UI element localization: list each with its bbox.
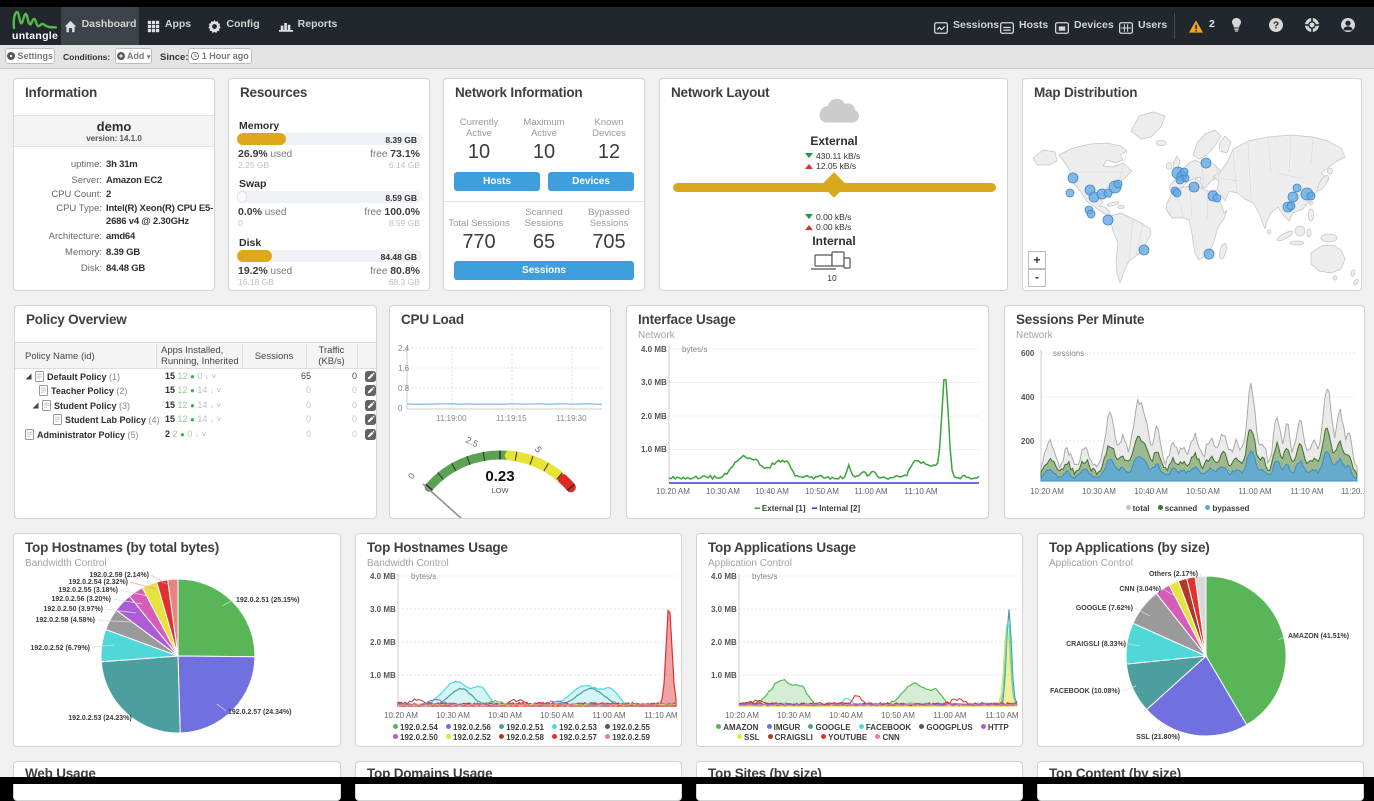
svg-text:192.0.2.56 (3.20%): 192.0.2.56 (3.20%) (51, 596, 111, 603)
svg-text:10:50 AM: 10:50 AM (1186, 487, 1220, 496)
svg-text:10:40 AM: 10:40 AM (829, 711, 863, 720)
svg-text:11:19:00: 11:19:00 (436, 414, 467, 423)
svg-text:10:50 AM: 10:50 AM (540, 711, 574, 720)
svg-text:3.0 MB: 3.0 MB (370, 605, 396, 614)
svg-text:200: 200 (1021, 437, 1035, 446)
svg-text:GOOGLE (7.62%): GOOGLE (7.62%) (1076, 605, 1133, 612)
svg-text:FACEBOOK (10.08%): FACEBOOK (10.08%) (1050, 688, 1120, 695)
svg-text:192.0.2.51 (25.15%): 192.0.2.51 (25.15%) (236, 597, 299, 604)
svg-text:CNN (3.04%): CNN (3.04%) (1119, 586, 1161, 593)
svg-text:2.5: 2.5 (464, 435, 480, 449)
svg-text:sessions: sessions (1053, 349, 1084, 358)
svg-text:11:00 AM: 11:00 AM (1238, 487, 1272, 496)
svg-text:0.8: 0.8 (398, 384, 410, 393)
svg-text:5: 5 (533, 444, 544, 454)
svg-text:192.0.2.54 (2.32%): 192.0.2.54 (2.32%) (68, 579, 128, 586)
svg-text:bytes/s: bytes/s (682, 345, 707, 354)
svg-text:12.05 kB/s: 12.05 kB/s (816, 161, 856, 171)
svg-text:10:30 AM: 10:30 AM (777, 711, 811, 720)
svg-text:LOW: LOW (491, 486, 509, 495)
svg-text:10:20 AM: 10:20 AM (725, 711, 759, 720)
svg-text:11:10 AM: 11:10 AM (904, 487, 938, 496)
svg-text:2.0 MB: 2.0 MB (711, 638, 737, 647)
svg-text:bytes/s: bytes/s (411, 572, 436, 581)
svg-text:192.0.2.55 (3.18%): 192.0.2.55 (3.18%) (58, 587, 118, 594)
svg-text:2.0 MB: 2.0 MB (370, 638, 396, 647)
svg-text:11:10 AM: 11:10 AM (985, 711, 1019, 720)
svg-text:400: 400 (1021, 393, 1035, 402)
svg-text:10:20 AM: 10:20 AM (1030, 487, 1064, 496)
svg-text:0.23: 0.23 (485, 468, 514, 485)
svg-text:11:00 AM: 11:00 AM (933, 711, 967, 720)
svg-text:192.0.2.52 (6.79%): 192.0.2.52 (6.79%) (30, 645, 90, 652)
svg-text:430.11 kB/s: 430.11 kB/s (816, 151, 860, 161)
svg-text:10:50 AM: 10:50 AM (805, 487, 839, 496)
svg-text:1.6: 1.6 (398, 364, 410, 373)
svg-text:10:30 AM: 10:30 AM (436, 711, 470, 720)
svg-text:SSL (21.80%): SSL (21.80%) (1136, 734, 1180, 741)
svg-text:10:40 AM: 10:40 AM (1134, 487, 1168, 496)
svg-text:2.0 MB: 2.0 MB (641, 412, 667, 421)
svg-text:bytes/s: bytes/s (752, 572, 777, 581)
svg-text:10:30 AM: 10:30 AM (1082, 487, 1116, 496)
svg-text:4.0 MB: 4.0 MB (370, 572, 396, 581)
svg-text:11:20...: 11:20... (1341, 487, 1365, 496)
svg-text:192.0.2.50 (3.97%): 192.0.2.50 (3.97%) (43, 606, 103, 613)
svg-text:External: External (810, 134, 857, 148)
svg-text:0: 0 (398, 404, 403, 413)
svg-text:192.0.2.53 (24.23%): 192.0.2.53 (24.23%) (68, 715, 131, 722)
svg-text:3.0 MB: 3.0 MB (711, 605, 737, 614)
svg-text:3.0 MB: 3.0 MB (641, 378, 667, 387)
svg-text:10:40 AM: 10:40 AM (755, 487, 789, 496)
svg-text:11:19:30: 11:19:30 (556, 414, 587, 423)
svg-text:192.0.2.59 (2.14%): 192.0.2.59 (2.14%) (89, 572, 149, 579)
svg-text:1.0 MB: 1.0 MB (641, 445, 667, 454)
svg-text:?: ? (1273, 21, 1279, 32)
svg-text:Others (2.17%): Others (2.17%) (1149, 571, 1198, 578)
svg-text:10:50 AM: 10:50 AM (881, 711, 915, 720)
svg-text:Internal: Internal (812, 234, 855, 248)
svg-text:0.00 kB/s: 0.00 kB/s (816, 222, 851, 232)
svg-text:1.0 MB: 1.0 MB (711, 671, 737, 680)
svg-text:2.4: 2.4 (398, 344, 410, 353)
svg-text:untangle: untangle (12, 30, 58, 42)
svg-text:11:10 AM: 11:10 AM (1290, 487, 1324, 496)
svg-text:0: 0 (406, 471, 417, 481)
svg-text:CRAIGSLI (8.33%): CRAIGSLI (8.33%) (1066, 641, 1126, 648)
svg-text:10:20 AM: 10:20 AM (384, 711, 418, 720)
svg-text:10:30 AM: 10:30 AM (706, 487, 740, 496)
svg-text:10:20 AM: 10:20 AM (656, 487, 690, 496)
svg-text:0.00 kB/s: 0.00 kB/s (816, 212, 851, 222)
svg-text:11:10 AM: 11:10 AM (644, 711, 678, 720)
svg-text:10:40 AM: 10:40 AM (488, 711, 522, 720)
svg-text:192.0.2.57 (24.34%): 192.0.2.57 (24.34%) (228, 709, 291, 716)
svg-text:11:19:15: 11:19:15 (496, 414, 527, 423)
svg-text:10: 10 (827, 273, 837, 283)
svg-text:600: 600 (1021, 349, 1035, 358)
svg-text:4.0 MB: 4.0 MB (711, 572, 737, 581)
svg-text:4.0 MB: 4.0 MB (641, 345, 667, 354)
svg-text:AMAZON (41.51%): AMAZON (41.51%) (1288, 633, 1349, 640)
svg-text:11:00 AM: 11:00 AM (592, 711, 626, 720)
svg-text:192.0.2.58 (4.58%): 192.0.2.58 (4.58%) (35, 617, 95, 624)
svg-text:11:00 AM: 11:00 AM (854, 487, 888, 496)
svg-text:1.0 MB: 1.0 MB (370, 671, 396, 680)
